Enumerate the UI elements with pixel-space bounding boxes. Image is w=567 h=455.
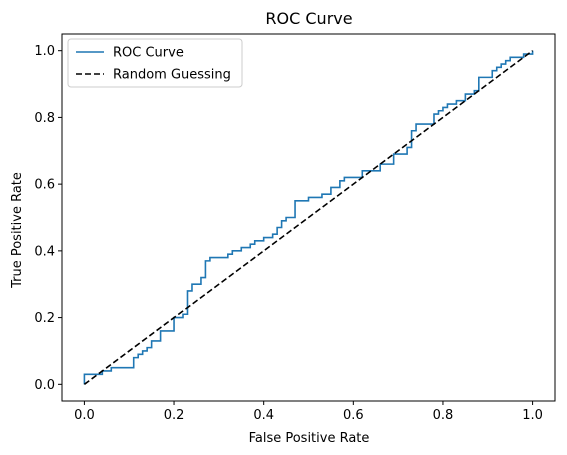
series-line-roc-curve (83, 50, 534, 385)
y-tick-label: 0.2 (34, 311, 55, 326)
x-tick-label: 0.4 (253, 408, 274, 423)
series-line-random-guessing (83, 50, 534, 385)
axes-frame (61, 33, 556, 402)
x-axis-label: False Positive Rate (249, 431, 370, 446)
x-tick-label: 0.2 (164, 408, 185, 423)
plot-area (83, 50, 534, 385)
y-tick-label: 0.6 (34, 178, 55, 193)
legend-label: ROC Curve (113, 46, 184, 61)
chart-title: ROC Curve (265, 9, 352, 28)
x-tick-label: 0.0 (74, 408, 95, 423)
x-tick-label: 1.0 (522, 408, 543, 423)
y-tick-label: 0.0 (34, 378, 55, 393)
legend-box (67, 38, 243, 88)
legend-label: Random Guessing (113, 68, 231, 83)
x-tick-label: 0.8 (433, 408, 454, 423)
y-tick-label: 0.8 (34, 111, 55, 126)
y-tick-label: 0.4 (34, 244, 55, 259)
legend: ROC Curve Random Guessing (67, 38, 243, 88)
axis-ticks: 0.0 0.2 0.4 0.6 0.8 1.0 0.0 0.2 0.4 0.6 0.8 1.0 (34, 33, 556, 423)
y-tick-label: 1.0 (34, 44, 55, 59)
y-axis-label: True Positive Rate (10, 172, 25, 289)
x-tick-label: 0.6 (343, 408, 364, 423)
